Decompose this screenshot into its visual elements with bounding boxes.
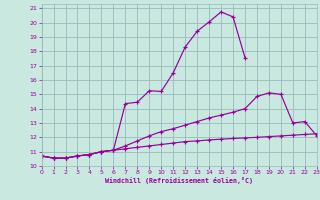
X-axis label: Windchill (Refroidissement éolien,°C): Windchill (Refroidissement éolien,°C) <box>105 177 253 184</box>
